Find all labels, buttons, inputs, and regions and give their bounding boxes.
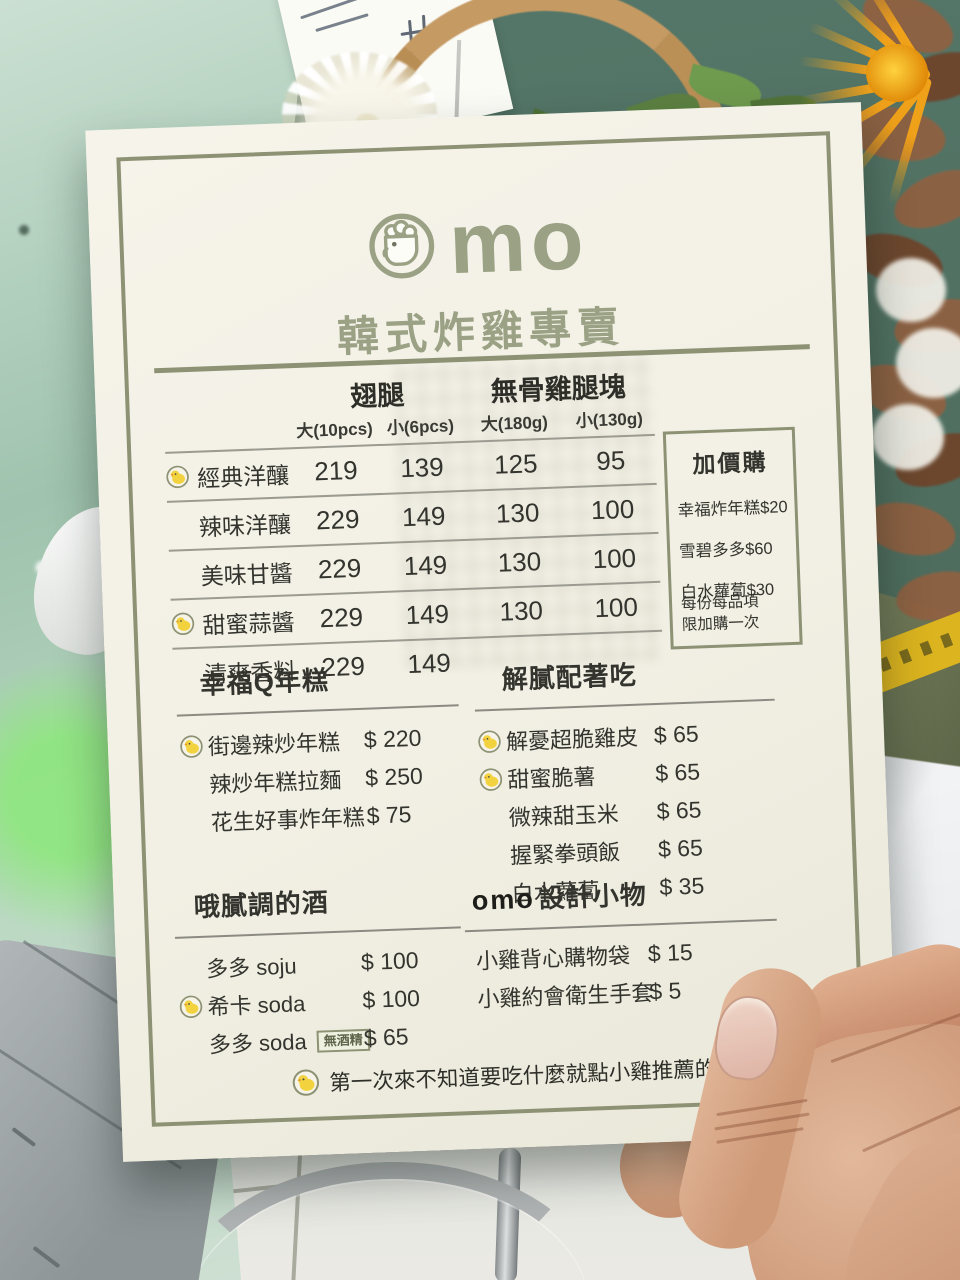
no-alcohol-badge: 無酒精 — [316, 1028, 371, 1053]
price: 130 — [495, 497, 540, 529]
item-name: 辣炒年糕拉麵 — [208, 767, 342, 798]
section-underline — [464, 918, 777, 933]
item-name: 希卡 soda — [207, 991, 306, 1020]
price: 149 — [403, 549, 448, 582]
chick-icon — [166, 465, 190, 489]
item-name: 握緊拳頭飯 — [509, 839, 621, 869]
price: $ 65 — [363, 1022, 409, 1051]
chicken-logo-icon — [368, 213, 434, 279]
price: $ 100 — [360, 946, 419, 975]
addon-box: 加價購 幸福炸年糕$20 雪碧多多$60 白水蘿蔔$30 每份每品項 限加購一次 — [662, 426, 803, 650]
price: 229 — [317, 552, 362, 585]
section-drinks: 哦膩調的酒 多多 soju $ 100 希卡 soda $ 100 多多 sod… — [173, 877, 479, 1063]
price: 149 — [401, 500, 446, 533]
item-name: 多多 soda — [208, 1029, 308, 1058]
item-name: 美味甘醬 — [200, 559, 294, 590]
price: $ 65 — [656, 795, 702, 824]
section-rice-cake: 幸福Q年糕 街邊辣炒年糕 $ 220 辣炒年糕拉麵 $ 250 花生好事炸年糕 … — [175, 655, 471, 841]
omo-logotype: omo — [471, 883, 536, 916]
brand-logo-row: mo — [89, 191, 867, 293]
addon-note: 每份每品項 限加購一次 — [680, 593, 760, 635]
addon-item: 幸福炸年糕$20 — [677, 498, 788, 521]
price: 149 — [405, 598, 450, 631]
price: 139 — [399, 451, 445, 484]
handwriting-stroke — [315, 13, 369, 33]
price: $ 75 — [366, 800, 412, 829]
price: $ 220 — [363, 724, 422, 753]
price: 100 — [593, 591, 639, 624]
item-name: 小雞背心購物袋 — [475, 943, 631, 974]
price: 125 — [493, 448, 539, 480]
white-fluffy-branch — [866, 258, 960, 488]
item-name: 甜蜜脆薯 — [506, 764, 596, 793]
item-name: 辣味洋釀 — [198, 510, 292, 541]
orange-flower — [768, 0, 948, 205]
size-header: 大(180g) — [480, 412, 549, 435]
section-underline — [174, 926, 461, 939]
addon-title: 加價購 — [692, 448, 768, 478]
price: 130 — [497, 546, 542, 578]
price: $ 65 — [654, 757, 701, 786]
item-name: 甜蜜蒜醬 — [202, 608, 295, 639]
menu-paper: mo 韓式炸雞專賣 翅腿 無骨雞腿塊 大(10pcs) 小(6pcs) 大(18… — [85, 102, 899, 1162]
item-name: 解憂超脆雞皮 — [505, 724, 639, 755]
item-name: 小雞約會衛生手套 — [476, 980, 654, 1012]
item-name: 多多 soju — [205, 953, 298, 982]
brand-logotype: mo — [447, 191, 590, 293]
price: 130 — [499, 595, 544, 627]
chick-icon — [292, 1069, 320, 1097]
section-underline — [176, 704, 459, 717]
price-table: 翅腿 無骨雞腿塊 大(10pcs) 小(6pcs) 大(180g) 小(130g… — [163, 364, 664, 697]
price: $ 100 — [361, 984, 421, 1013]
price: $ 65 — [657, 833, 704, 862]
price: $ 5 — [648, 976, 682, 1004]
chick-icon — [478, 767, 502, 791]
size-header: 小(6pcs) — [386, 416, 455, 438]
item-name: 經典洋釀 — [196, 461, 290, 492]
price: 219 — [313, 454, 359, 487]
price: 100 — [590, 493, 635, 526]
price: 100 — [592, 542, 637, 575]
size-header: 大(10pcs) — [295, 419, 374, 442]
item-name: 微辣甜玉米 — [508, 801, 620, 831]
price: $ 250 — [364, 762, 424, 791]
price: 229 — [319, 601, 364, 634]
flower-center — [866, 44, 928, 102]
item-name: 街邊辣炒年糕 — [207, 729, 341, 760]
chick-icon — [178, 994, 203, 1018]
price: $ 65 — [653, 720, 700, 748]
price: 95 — [595, 445, 626, 477]
addon-item: 雪碧多多$60 — [678, 539, 773, 562]
chick-icon — [179, 734, 203, 758]
chick-icon — [477, 729, 501, 753]
size-header: 小(130g) — [575, 409, 644, 431]
section-underline — [474, 698, 775, 712]
item-name: 花生好事炸年糕 — [210, 804, 366, 836]
price: 229 — [315, 503, 360, 536]
chick-icon — [171, 612, 195, 636]
price: $ 15 — [647, 938, 694, 966]
